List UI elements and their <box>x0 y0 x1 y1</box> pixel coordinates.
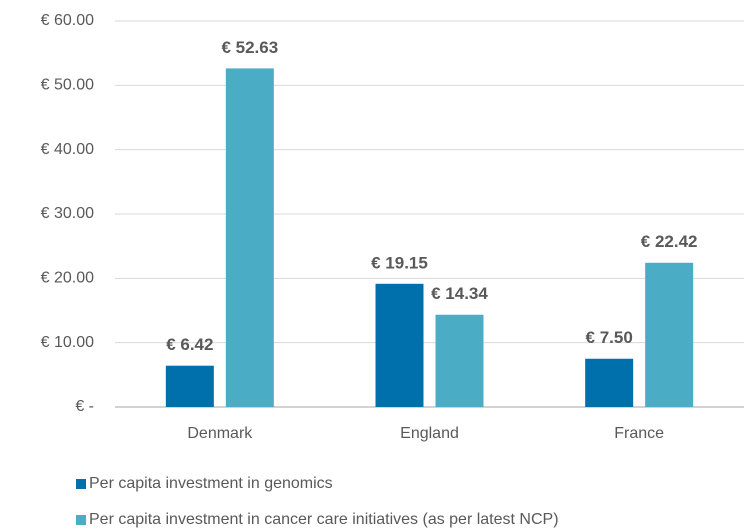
y-tick-label: € 10.00 <box>41 334 94 351</box>
bar <box>165 365 214 407</box>
legend-swatch <box>76 479 86 489</box>
bar <box>375 283 424 407</box>
y-tick-label: € 20.00 <box>41 270 94 287</box>
value-label: € 22.42 <box>641 232 698 251</box>
y-tick-label: € 40.00 <box>41 141 94 158</box>
bar <box>225 68 274 407</box>
value-label: € 19.15 <box>371 253 428 272</box>
value-label: € 6.42 <box>166 335 213 354</box>
y-tick-label: € 60.00 <box>41 12 94 29</box>
legend-label: Per capita investment in genomics <box>89 475 333 492</box>
y-tick-label: € - <box>75 398 94 415</box>
value-label: € 52.63 <box>221 38 278 57</box>
bar <box>435 314 484 407</box>
x-tick-label: Denmark <box>187 425 253 442</box>
legend-label: Per capita investment in cancer care ini… <box>89 511 559 528</box>
bar <box>645 262 694 407</box>
bar <box>585 358 634 407</box>
legend-swatch <box>76 515 86 525</box>
x-tick-label: England <box>400 425 459 442</box>
x-tick-label: France <box>614 425 664 442</box>
y-tick-label: € 50.00 <box>41 77 94 94</box>
value-label: € 7.50 <box>586 328 633 347</box>
y-tick-label: € 30.00 <box>41 205 94 222</box>
value-label: € 14.34 <box>431 284 488 303</box>
